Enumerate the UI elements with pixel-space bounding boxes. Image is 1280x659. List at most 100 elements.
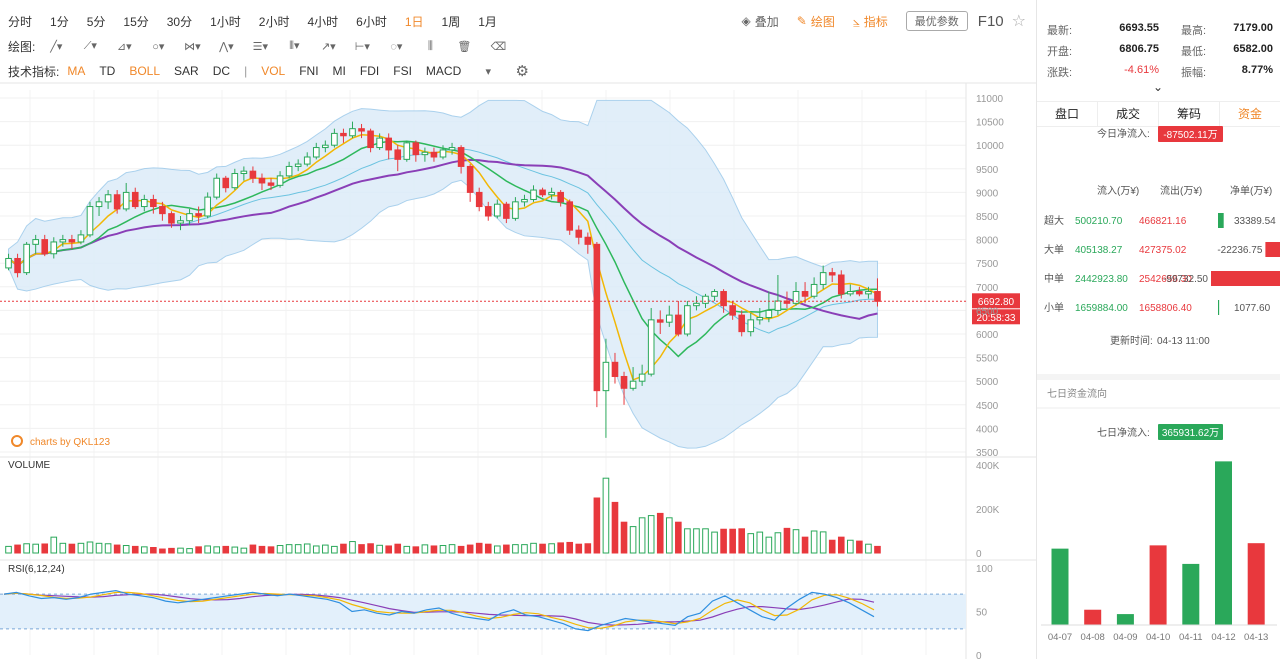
candle — [276, 175, 284, 186]
candle — [684, 305, 691, 335]
wave-tool-icon[interactable]: ⋀▾ — [219, 40, 234, 53]
price-axis-label: 8500 — [976, 212, 999, 223]
channel-tool-icon[interactable]: ⊿▾ — [116, 40, 132, 53]
volume-bar — [792, 529, 800, 554]
flow-row-in: 2442923.80 — [1075, 274, 1128, 285]
volume-bar — [774, 532, 782, 554]
volume-bar — [484, 543, 492, 554]
price-axis-label: 9500 — [976, 165, 999, 176]
price-axis-label: 5500 — [976, 354, 999, 365]
period-tab-8[interactable]: 6小时 — [356, 14, 387, 29]
volume-bar — [466, 544, 474, 554]
info-tab-0[interactable]: 盘口 — [1037, 102, 1098, 126]
flow-net-bar — [1218, 300, 1220, 315]
candle — [267, 182, 275, 186]
f10-button[interactable]: F10 — [977, 12, 1004, 30]
comment-tool-icon[interactable]: ◌▾ — [390, 40, 403, 53]
chevron-down-icon[interactable]: ▾ — [485, 65, 492, 78]
indicator-vol[interactable]: VOL — [261, 64, 286, 78]
price-chart[interactable]: 6692.8020:58:331100010500100009500900085… — [0, 0, 1036, 659]
fib-tool-icon[interactable]: ☰▾ — [252, 40, 269, 53]
grid-tool-icon[interactable]: ⦀▾ — [289, 40, 300, 52]
layers-icon: ◈ — [741, 14, 751, 28]
candle — [484, 206, 492, 217]
period-tab-11[interactable]: 1月 — [478, 14, 497, 29]
volume-bar — [675, 521, 682, 554]
volume-bar — [856, 540, 863, 554]
volume-bar — [584, 543, 592, 554]
period-tab-0[interactable]: 分时 — [8, 14, 33, 29]
info-tab-3[interactable]: 资金 — [1220, 102, 1280, 126]
indicator-td[interactable]: TD — [99, 64, 116, 78]
bars-tool-icon[interactable]: ⫼ — [427, 39, 433, 52]
info-tab-1[interactable]: 成交 — [1098, 102, 1159, 126]
period-tab-10[interactable]: 1周 — [441, 14, 461, 29]
period-tab-5[interactable]: 1小时 — [210, 14, 241, 29]
volume-bar — [865, 543, 872, 554]
rsi6-line — [3, 589, 875, 632]
open-value: 6806.75 — [1119, 43, 1159, 55]
period-tab-3[interactable]: 15分 — [123, 14, 149, 29]
period-tab-9[interactable]: 1日 — [404, 14, 424, 29]
gear-icon[interactable]: ⚙ — [515, 63, 529, 80]
ray-tool-icon[interactable]: ⟋▾ — [83, 40, 97, 52]
indicator-fdi[interactable]: FDI — [359, 64, 380, 78]
eraser-icon[interactable]: ⌫ — [490, 40, 507, 53]
flow-row-name: 超大 — [1044, 214, 1064, 227]
arrow-tool-icon[interactable]: ↗▾ — [320, 40, 336, 53]
candle — [548, 191, 555, 196]
candle — [521, 198, 528, 203]
ma5-line — [8, 134, 878, 381]
volume-bar — [222, 545, 230, 554]
candle — [656, 319, 664, 323]
indicator-dc[interactable]: DC — [212, 64, 231, 78]
measure-tool-icon[interactable]: ⊢▾ — [354, 40, 370, 53]
line-tool-icon[interactable]: ╱▾ — [50, 40, 63, 53]
indicator-boll[interactable]: BOLL — [129, 64, 161, 78]
latest-label: 最新: — [1047, 25, 1073, 37]
info-tab-2[interactable]: 筹码 — [1159, 102, 1220, 126]
indicator-macd[interactable]: MACD — [425, 64, 462, 78]
candle — [629, 380, 637, 389]
price-axis-label: 7500 — [976, 259, 999, 270]
candle — [358, 128, 365, 132]
candle — [14, 257, 21, 274]
volume-bar — [847, 539, 854, 554]
volume-bar — [647, 515, 655, 554]
trash-icon[interactable]: 🗑 — [457, 40, 472, 53]
best-params-button[interactable]: 最优参数 — [905, 11, 968, 31]
volume-bar — [530, 542, 537, 554]
indicator-sar[interactable]: SAR — [174, 64, 199, 78]
period-tab-7[interactable]: 4小时 — [307, 14, 339, 29]
candle — [620, 375, 628, 389]
candle — [349, 128, 356, 137]
indicator-mi[interactable]: MI — [332, 64, 346, 78]
period-tab-1[interactable]: 1分 — [50, 14, 69, 29]
overlay-button[interactable]: ◈ 叠加 — [742, 13, 779, 30]
indicator-ma[interactable]: MA — [67, 64, 86, 78]
expand-chevron-icon[interactable]: ⌄ — [1153, 80, 1164, 94]
indicator-fni[interactable]: FNI — [299, 64, 319, 78]
quote-row-open: 开盘: 6806.75 最低: 6582.00 — [1047, 43, 1273, 61]
volume-bar — [349, 541, 356, 554]
draw-button[interactable]: ✎ 绘图 — [797, 13, 835, 30]
cross-tool-icon[interactable]: ⋈▾ — [184, 40, 201, 53]
flow-row-net: -99732.50 — [1163, 274, 1208, 285]
candle — [828, 272, 836, 276]
seven-day-category: 04-08 — [1081, 632, 1105, 643]
price-axis-label: 3500 — [976, 448, 999, 459]
period-tab-6[interactable]: 2小时 — [258, 14, 290, 29]
volume-bar — [430, 545, 438, 554]
volume-bar — [240, 547, 248, 554]
candle — [765, 309, 773, 318]
indicators-button[interactable]: ⦥ 指标 — [853, 13, 888, 30]
candle — [647, 319, 655, 375]
volume-bar — [177, 547, 184, 554]
star-icon[interactable]: ☆ — [1011, 13, 1026, 30]
period-tab-4[interactable]: 30分 — [166, 14, 193, 29]
circle-tool-icon[interactable]: ○▾ — [152, 40, 165, 53]
price-axis-label: 4500 — [976, 401, 999, 412]
volume-bar — [168, 547, 175, 554]
indicator-fsi[interactable]: FSI — [393, 64, 412, 78]
period-tab-2[interactable]: 5分 — [86, 14, 106, 29]
